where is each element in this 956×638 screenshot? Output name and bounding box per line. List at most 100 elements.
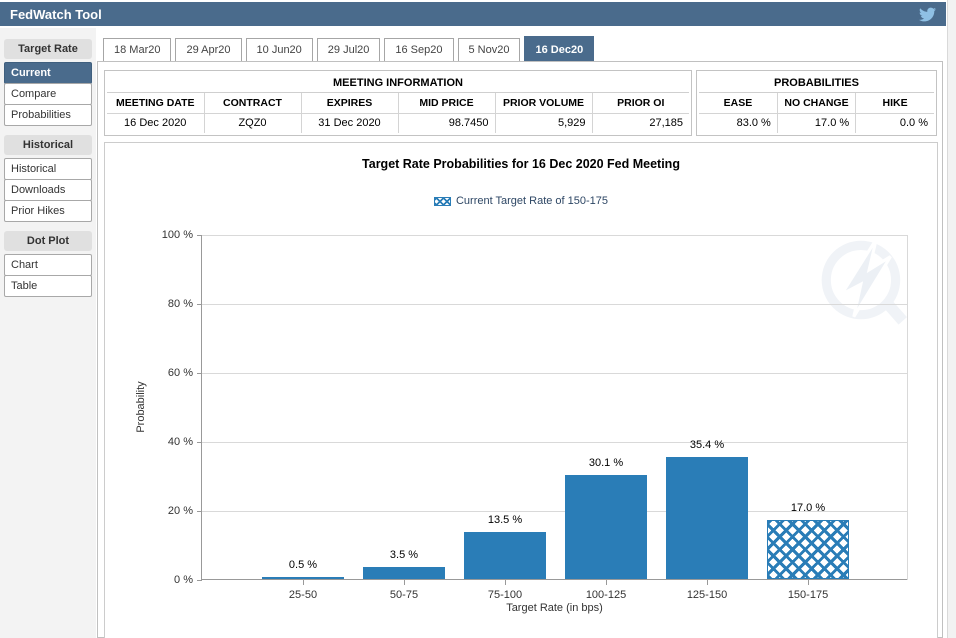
cell-mid-price: 98.7450 (397, 113, 495, 133)
tab-5-nov20[interactable]: 5 Nov20 (457, 38, 521, 62)
x-tick-label-125-150: 125-150 (686, 589, 728, 601)
sidebar-section-header-target-rate: Target Rate (4, 39, 92, 59)
sidebar-section-historical: Historical Historical Downloads Prior Hikes (0, 135, 96, 222)
column-header-prior-volume: PRIOR VOLUME (494, 92, 592, 114)
sidebar-item-prior-hikes[interactable]: Prior Hikes (4, 200, 92, 222)
sidebar-item-historical[interactable]: Historical (4, 158, 92, 180)
y-tick-mark (197, 235, 202, 236)
y-tick-label: 60 % (167, 367, 193, 379)
x-tick-mark (505, 580, 506, 585)
x-tick-label-100-125: 100-125 (585, 589, 627, 601)
gridline (202, 304, 907, 305)
cell-ease: 83.0 % (736, 117, 771, 130)
tab-10-jun20[interactable]: 10 Jun20 (245, 38, 313, 62)
tab-16-dec20[interactable]: 16 Dec20 (524, 36, 595, 62)
data-label-150-175: 17.0 % (790, 502, 826, 514)
x-axis-line (201, 579, 907, 580)
y-tick-label: 0 % (174, 574, 193, 586)
sidebar-section-header-dot-plot: Dot Plot (4, 231, 92, 251)
y-tick-label: 80 % (167, 298, 193, 310)
probabilities-table: PROBABILITIES EASE NO CHANGE HIKE 83.0 % 17.0… (699, 73, 934, 133)
sidebar-section-target-rate: Target Rate Current Compare Probabilities (0, 39, 96, 126)
column-header-meeting-date: MEETING DATE (107, 92, 204, 114)
x-tick-mark (303, 580, 304, 585)
sidebar: Target Rate Current Compare Probabilities Hi… (0, 28, 96, 638)
y-tick-mark (197, 580, 202, 581)
y-tick-label: 40 % (167, 436, 193, 448)
x-tick-mark (707, 580, 708, 585)
cell-prior-volume: 5,929 (494, 113, 592, 133)
sidebar-section-dot-plot: Dot Plot Chart Table (0, 231, 96, 297)
data-label-50-75: 3.5 % (389, 549, 419, 561)
main-panel: MEETING INFORMATION MEETING DATE CONTRACT E… (97, 61, 943, 638)
cell-hike: 0.0 % (855, 113, 934, 133)
column-header-ease: EASE (699, 92, 778, 114)
y-tick-mark (197, 373, 202, 374)
x-tick-label-75-100: 75-100 (487, 589, 523, 601)
data-label-75-100: 13.5 % (487, 514, 523, 526)
sidebar-item-table[interactable]: Table (4, 275, 92, 297)
tab-29-apr20[interactable]: 29 Apr20 (175, 38, 242, 62)
y-tick-mark (197, 304, 202, 305)
x-tick-label-150-175: 150-175 (787, 589, 829, 601)
x-axis-title: Target Rate (in bps) (506, 602, 603, 614)
gridline (202, 442, 907, 443)
column-header-contract: CONTRACT (203, 92, 301, 114)
sidebar-section-header-historical: Historical (4, 135, 92, 155)
twitter-icon[interactable] (919, 6, 936, 23)
x-tick-label-25-50: 25-50 (288, 589, 318, 601)
sidebar-item-current[interactable]: Current (4, 62, 92, 84)
table-title: PROBABILITIES (699, 73, 934, 94)
data-label-100-125: 30.1 % (588, 457, 624, 469)
probabilities-table: PROBABILITIES EASE NO CHANGE HIKE 83.0 % 17.0… (696, 70, 937, 136)
sidebar-item-downloads[interactable]: Downloads (4, 179, 92, 201)
data-label-125-150: 35.4 % (689, 439, 725, 451)
table-title: MEETING INFORMATION (107, 73, 689, 94)
gridline (202, 235, 907, 236)
bar-125-150[interactable] (666, 457, 748, 579)
y-axis-title: Probability (135, 381, 147, 433)
data-label-25-50: 0.5 % (288, 559, 318, 571)
legend-hatch-swatch-icon (433, 196, 451, 206)
bar-75-100[interactable] (464, 532, 546, 579)
legend-label: Current Target Rate of 150-175 (455, 195, 609, 207)
target-rate-chart: Target Rate Probabilities for 16 Dec 202… (104, 142, 938, 638)
bar-25-50[interactable] (262, 577, 344, 579)
tab-29-jul20[interactable]: 29 Jul20 (316, 38, 381, 62)
page-title: FedWatch Tool (10, 6, 102, 22)
chart-legend[interactable]: Current Target Rate of 150-175 (105, 195, 937, 207)
x-tick-mark (606, 580, 607, 585)
y-tick-mark (197, 442, 202, 443)
bar-100-125[interactable] (565, 475, 647, 579)
cell-prior-oi: 27,185 (591, 113, 689, 133)
cell-contract: ZQZ0 (203, 113, 301, 133)
app-header: FedWatch Tool (0, 2, 946, 26)
tab-16-sep20[interactable]: 16 Sep20 (384, 38, 454, 62)
sidebar-item-chart[interactable]: Chart (4, 254, 92, 276)
column-header-expires: EXPIRES (300, 92, 398, 114)
cme-watermark-logo (821, 238, 907, 325)
sidebar-item-compare[interactable]: Compare (4, 83, 92, 105)
date-tabs: 18 Mar20 29 Apr20 10 Jun20 29 Jul20 16 Sep20… (103, 36, 598, 62)
cell-expires: 31 Dec 2020 (300, 113, 398, 133)
x-tick-label-50-75: 50-75 (389, 589, 419, 601)
y-tick-label: 100 % (161, 229, 193, 241)
x-tick-mark (808, 580, 809, 585)
gridline (202, 373, 907, 374)
y-tick-mark (197, 511, 202, 512)
gridline (202, 511, 907, 512)
column-header-prior-oi: PRIOR OI (591, 92, 689, 114)
bar-50-75[interactable] (363, 567, 445, 579)
cell-meeting-date: 16 Dec 2020 (124, 117, 187, 130)
y-tick-label: 20 % (167, 505, 193, 517)
tab-18-mar20[interactable]: 18 Mar20 (103, 38, 172, 62)
cell-no-change: 17.0 % (776, 113, 856, 133)
bar-150-175[interactable] (767, 520, 849, 579)
sidebar-item-probabilities[interactable]: Probabilities (4, 104, 92, 126)
column-header-no-change: NO CHANGE (776, 92, 856, 114)
column-header-hike: HIKE (855, 92, 934, 114)
vertical-scrollbar[interactable] (947, 0, 956, 638)
meeting-information-table: MEETING INFORMATION MEETING DATE CONTRACT E… (107, 73, 689, 133)
chart-title: Target Rate Probabilities for 16 Dec 202… (362, 157, 680, 171)
